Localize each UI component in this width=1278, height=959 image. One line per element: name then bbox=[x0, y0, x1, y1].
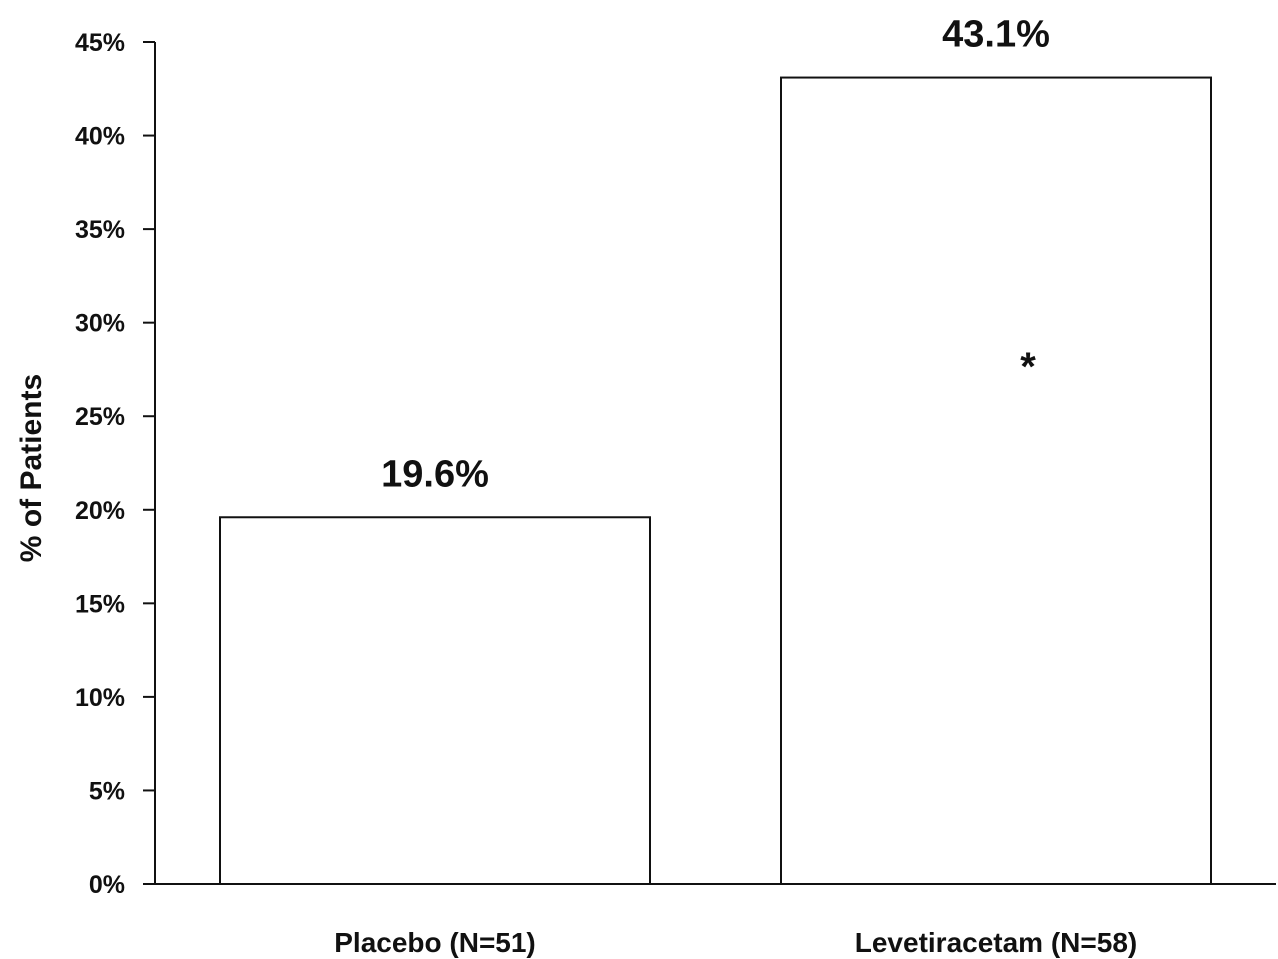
bars bbox=[219, 76, 1212, 886]
value-labels: 19.6% 43.1% bbox=[381, 14, 1050, 496]
y-tick-label: 35% bbox=[75, 216, 125, 244]
bar bbox=[780, 76, 1212, 886]
x-axis-labels: Placebo (N=51) Levetiracetam (N=58) bbox=[334, 927, 1137, 958]
y-tick-label: 0% bbox=[89, 871, 125, 899]
bar-value-label: 19.6% bbox=[381, 453, 489, 495]
y-tick-label: 20% bbox=[75, 497, 125, 525]
y-tick-label: 25% bbox=[75, 403, 125, 431]
y-axis-title: % of Patients bbox=[15, 374, 48, 562]
y-tick-label: 15% bbox=[75, 590, 125, 618]
bar-value-label: 43.1% bbox=[942, 14, 1050, 56]
y-tick-label: 10% bbox=[75, 684, 125, 712]
x-category-label: Placebo (N=51) bbox=[334, 927, 536, 958]
bar bbox=[219, 516, 651, 885]
x-category-label: Levetiracetam (N=58) bbox=[855, 927, 1137, 958]
y-tick-label: 40% bbox=[75, 123, 125, 151]
y-tick-label: 30% bbox=[75, 310, 125, 338]
y-tick-label: 5% bbox=[89, 777, 125, 805]
significance-asterisk: * bbox=[1020, 345, 1036, 389]
annotations: * bbox=[1020, 345, 1036, 389]
y-axis-ticks: 0% 5% 10% 15% 20% 25% 30% 35% 40% 45% bbox=[75, 29, 155, 899]
y-tick-label: 45% bbox=[75, 29, 125, 57]
